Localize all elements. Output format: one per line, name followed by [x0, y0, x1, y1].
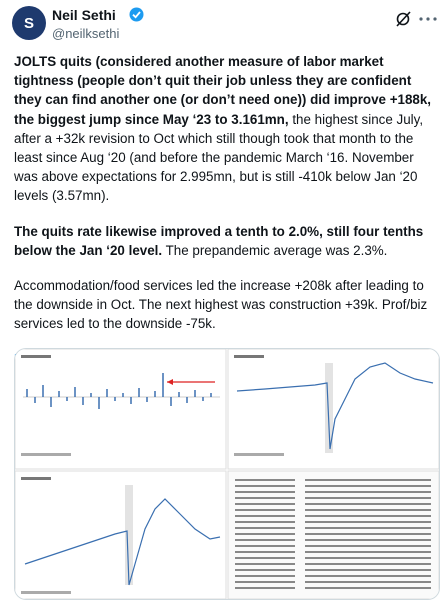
handle[interactable]: @neilksethi: [52, 26, 120, 41]
bold-text: The quits rate likewise improved a tenth…: [14, 223, 424, 258]
more-menu[interactable]: [418, 15, 438, 23]
tweet-header: S Neil Sethi @neilksethi: [0, 0, 443, 48]
paragraph: The quits rate likewise improved a tenth…: [14, 222, 432, 260]
paragraph: Accommodation/food services led the incr…: [14, 276, 432, 334]
paragraph: JOLTS quits (considered another measure …: [14, 52, 432, 206]
svg-text:S: S: [24, 15, 34, 32]
display-name[interactable]: Neil Sethi: [52, 7, 116, 23]
media-grid[interactable]: [14, 348, 440, 600]
media-images: [15, 349, 439, 599]
verified-badge: [129, 7, 144, 22]
text-run: the highest since July, after a +32k rev…: [14, 111, 424, 204]
tweet-text: JOLTS quits (considered another measure …: [14, 52, 432, 385]
grok-icon[interactable]: [395, 10, 413, 28]
avatar[interactable]: S: [12, 6, 46, 40]
bold-text: JOLTS quits (considered another measure …: [14, 54, 432, 127]
text-run: The prepandemic average was 2.3%.: [162, 242, 388, 258]
text-run: Accommodation/food services led the incr…: [14, 278, 428, 332]
